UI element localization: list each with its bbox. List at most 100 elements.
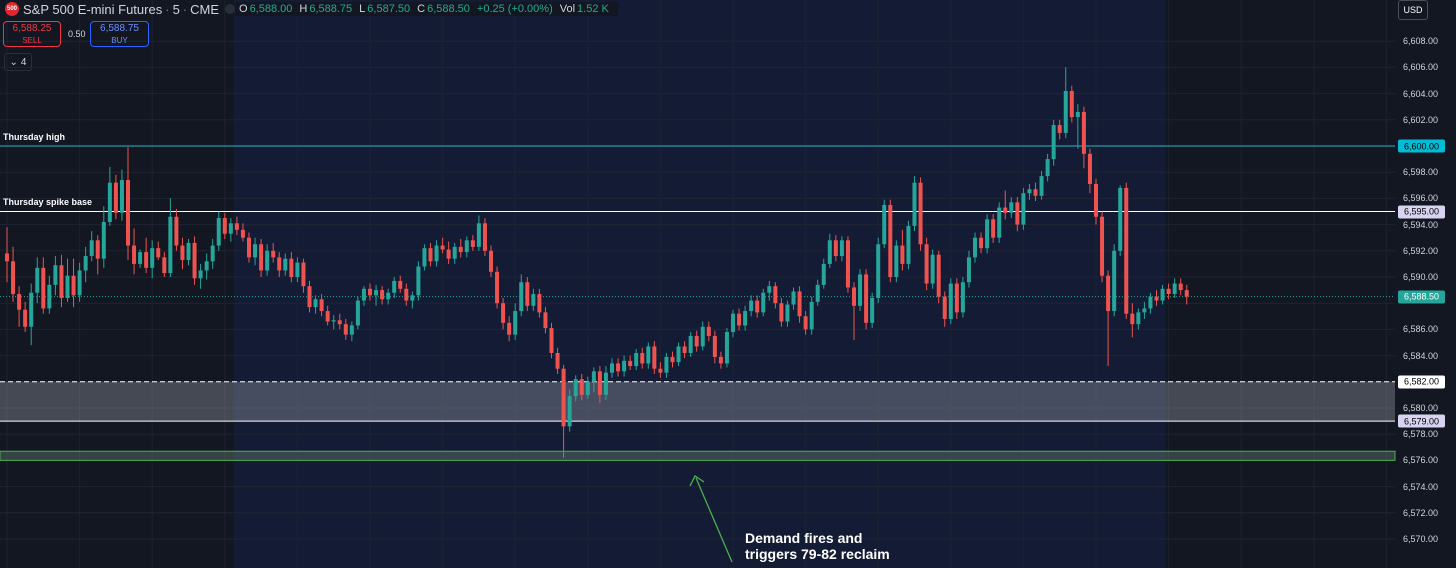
candle-body	[537, 294, 542, 313]
candle	[1027, 183, 1032, 200]
candle	[168, 198, 173, 277]
candle	[948, 278, 953, 325]
candle-body	[731, 313, 735, 333]
indicators-toggle-button[interactable]: ⌄ 4	[4, 53, 32, 71]
candle	[259, 239, 264, 277]
open-value: 6,588.00	[249, 3, 293, 15]
candle-body	[1148, 296, 1153, 309]
candle-body	[579, 379, 584, 395]
candle	[918, 177, 923, 251]
candle-body	[1009, 202, 1014, 213]
candle-body	[452, 246, 457, 259]
candle	[688, 332, 693, 357]
candle	[507, 316, 512, 342]
candle	[610, 358, 614, 378]
candle-body	[839, 240, 844, 257]
candle-body	[5, 253, 9, 262]
candle	[979, 232, 984, 254]
candle	[1087, 148, 1092, 194]
annotation-arrow-head	[689, 475, 705, 487]
candle-body	[1130, 313, 1135, 325]
currency-selector[interactable]: USD	[1398, 0, 1428, 20]
volume-label: Vol	[559, 3, 576, 15]
candle	[59, 254, 64, 308]
axis-tick-label: 6,580.00	[1403, 403, 1439, 413]
candle	[119, 169, 124, 221]
candle	[870, 292, 875, 329]
candle	[591, 367, 596, 393]
candle-body	[198, 270, 203, 279]
candle	[319, 294, 324, 317]
candle-body	[331, 320, 336, 322]
candle	[809, 296, 814, 335]
candle-body	[1087, 153, 1092, 184]
candle	[1118, 185, 1123, 257]
annotation-arrow-shaft	[695, 477, 733, 563]
candle-body	[319, 299, 324, 312]
candle	[779, 297, 784, 327]
candle-body	[1094, 183, 1098, 217]
sell-price: 6,588.25	[12, 23, 52, 34]
candle-body	[283, 258, 288, 271]
annotation-arrow[interactable]	[689, 475, 733, 563]
candle	[876, 237, 881, 304]
sell-button[interactable]: 6,588.25 SELL	[3, 21, 61, 47]
axis-tick-label: 6,586.00	[1403, 324, 1439, 335]
candle-body	[59, 265, 64, 298]
annotation-text[interactable]: Demand fires and triggers 79-82 reclaim	[745, 530, 890, 562]
candle-body	[410, 295, 415, 301]
candle	[1045, 153, 1050, 182]
symbol-name[interactable]: S&P 500 E-mini Futures	[23, 1, 163, 17]
candle-body	[912, 182, 917, 226]
candles	[5, 67, 1189, 458]
candle-body	[138, 252, 143, 264]
candle	[162, 252, 167, 277]
candle-body	[113, 182, 118, 213]
candle	[597, 366, 602, 403]
candle-body	[900, 245, 905, 264]
candle	[156, 241, 161, 260]
candle-body	[936, 254, 941, 297]
candle	[513, 303, 518, 340]
candle	[622, 355, 627, 377]
annotation-line-1: Demand fires and	[745, 530, 863, 546]
candle-body	[670, 356, 675, 363]
candle-body	[664, 356, 669, 373]
separator-dot: ·	[165, 1, 170, 17]
candle-body	[253, 244, 258, 258]
candle	[646, 342, 651, 369]
candle	[386, 288, 391, 305]
candle	[186, 239, 191, 266]
candle	[343, 318, 348, 340]
candle	[797, 286, 802, 323]
candle-body	[1051, 125, 1056, 160]
candle-body	[416, 266, 421, 296]
candle-body	[616, 363, 621, 372]
candle	[476, 215, 481, 251]
candle	[53, 256, 58, 296]
candle-body	[628, 360, 633, 367]
candle-body	[622, 360, 627, 372]
candle	[1160, 284, 1165, 305]
candle-body	[17, 294, 22, 310]
axis-tick-label: 6,596.00	[1403, 193, 1439, 204]
axis-tick-label: 6,604.00	[1403, 88, 1439, 99]
candle	[65, 258, 70, 302]
candle-body	[386, 292, 391, 300]
candle-body	[1106, 275, 1111, 312]
candle-body	[845, 240, 850, 288]
candle	[579, 373, 584, 401]
candle-body	[1136, 312, 1141, 325]
symbol-header[interactable]: 500 S&P 500 E-mini Futures · 5 · CME	[0, 0, 249, 18]
candle-body	[271, 250, 276, 258]
horizontal-levels[interactable]	[0, 145, 1396, 461]
candle	[325, 305, 330, 326]
candle	[852, 282, 856, 340]
interval[interactable]: 5	[172, 1, 180, 17]
candle	[543, 307, 548, 334]
candle	[89, 231, 94, 262]
candle	[95, 235, 100, 275]
buy-button[interactable]: 6,588.75 BUY	[90, 21, 149, 47]
axis-tick-label: 6,608.00	[1403, 36, 1439, 47]
